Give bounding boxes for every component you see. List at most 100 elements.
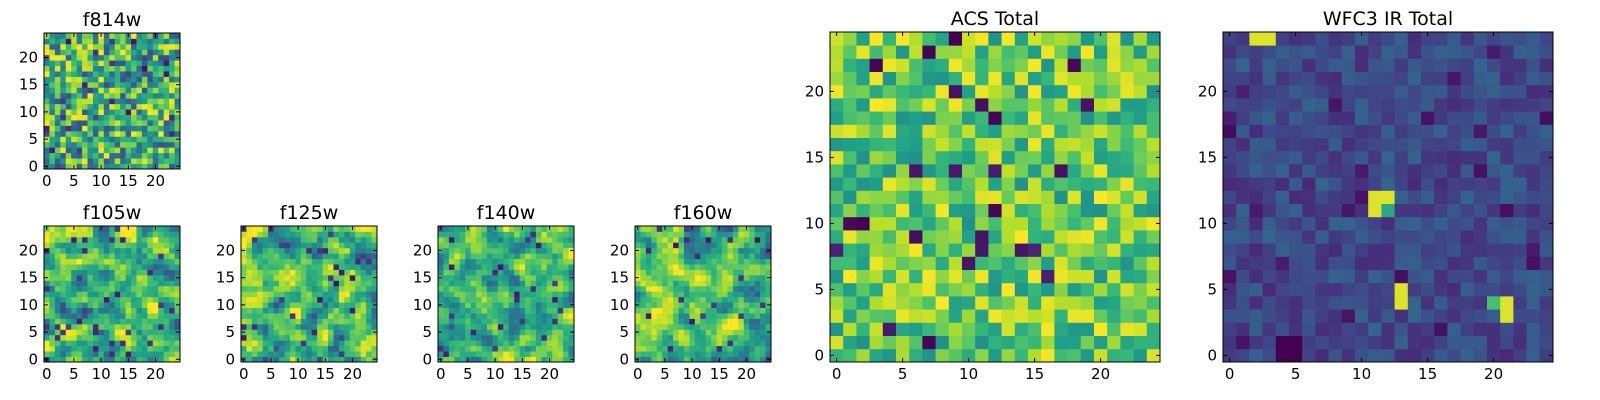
heatmap-cell <box>1094 230 1108 244</box>
heatmap-cell <box>65 318 72 325</box>
heatmap-cell <box>765 269 772 276</box>
heatmap-cell <box>120 152 126 159</box>
heatmap-cell <box>743 280 750 287</box>
heatmap-cell <box>279 356 285 363</box>
heatmap-cell <box>174 313 181 319</box>
heatmap-cell <box>640 334 647 341</box>
heatmap-cell <box>131 92 137 99</box>
heatmap-cell <box>503 226 510 232</box>
heatmap-cell <box>856 269 870 284</box>
heatmap-cell <box>640 231 647 238</box>
heatmap-cell <box>1094 348 1108 363</box>
heatmap-cell <box>486 323 493 330</box>
heatmap-cell <box>869 282 884 297</box>
heatmap-cell <box>557 296 564 303</box>
heatmap-cell <box>344 242 351 249</box>
heatmap-cell <box>300 329 307 336</box>
heatmap-cell <box>87 307 94 314</box>
heatmap-cell <box>765 345 772 352</box>
heatmap-cell <box>1368 348 1382 363</box>
heatmap-cell <box>497 351 504 357</box>
heatmap-cell <box>317 296 323 303</box>
heatmap-cell <box>65 152 72 159</box>
heatmap-cell <box>131 269 137 276</box>
heatmap-cell <box>640 236 647 243</box>
heatmap-cell <box>1028 58 1042 72</box>
heatmap-cell <box>962 269 976 284</box>
heatmap-cell <box>1014 164 1029 178</box>
heatmap-cell <box>492 247 499 254</box>
heatmap-cell <box>1341 177 1356 191</box>
heatmap-cell <box>465 340 472 347</box>
heatmap-cell <box>700 264 707 270</box>
heatmap-cell <box>1275 150 1290 165</box>
heatmap-cell <box>360 285 367 292</box>
heatmap-cell <box>1262 150 1277 165</box>
heatmap-cell <box>1447 124 1461 138</box>
heatmap-cell <box>732 323 739 330</box>
heatmap-cell <box>1275 243 1290 257</box>
heatmap-cell <box>727 329 734 336</box>
heatmap-cell <box>92 38 99 45</box>
heatmap-cell <box>749 318 756 325</box>
heatmap-cell <box>1381 348 1395 363</box>
heatmap-cell <box>92 318 99 325</box>
heatmap-cell <box>689 318 696 325</box>
heatmap-cell <box>284 285 291 292</box>
heatmap-cell <box>98 136 105 143</box>
heatmap-cell <box>1341 203 1356 218</box>
heatmap-cell <box>49 296 56 303</box>
heatmap-cell <box>1526 269 1541 284</box>
heatmap-cell <box>1120 71 1134 86</box>
heatmap-cell <box>306 318 313 325</box>
heatmap-cell <box>131 280 137 287</box>
heatmap-cell <box>131 38 137 45</box>
heatmap-cell <box>448 307 455 314</box>
heatmap-cell <box>481 307 488 314</box>
heatmap-cell <box>289 302 296 308</box>
heatmap-cell <box>371 253 378 260</box>
heatmap-cell <box>1028 190 1042 204</box>
heatmap-cell <box>1539 45 1554 59</box>
heatmap-cell <box>727 247 734 254</box>
heatmap-cell <box>114 285 121 292</box>
heatmap-cell <box>54 92 61 99</box>
heatmap-cell <box>1460 71 1475 86</box>
heatmap-cell <box>295 340 302 347</box>
heatmap-cell <box>44 120 50 126</box>
panel-title: f160w <box>674 202 733 224</box>
heatmap-cell <box>1355 203 1369 218</box>
heatmap-cell <box>470 274 477 281</box>
heatmap-cell <box>257 258 264 265</box>
heatmap-cell <box>163 285 170 292</box>
heatmap-cell <box>896 137 910 152</box>
heatmap-cell <box>114 231 121 238</box>
heatmap-cell <box>71 296 78 303</box>
heatmap-cell <box>1014 203 1029 218</box>
heatmap-cell <box>563 307 569 314</box>
heatmap-cell <box>273 226 280 232</box>
heatmap-cell <box>82 98 88 105</box>
heatmap-cell <box>328 318 334 325</box>
heatmap-cell <box>109 54 116 61</box>
heatmap-cell <box>65 109 72 115</box>
heatmap-cell <box>1473 124 1488 138</box>
heatmap-cell <box>366 242 372 249</box>
heatmap-cell <box>125 280 132 287</box>
heatmap-cell <box>694 247 701 254</box>
heatmap-cell <box>1526 296 1541 310</box>
heatmap-cell <box>552 307 559 314</box>
heatmap-cell <box>705 329 712 336</box>
heatmap-cell <box>722 296 728 303</box>
heatmap-cell <box>470 280 477 287</box>
heatmap-cell <box>1054 177 1068 191</box>
heatmap-cell <box>1434 124 1448 138</box>
heatmap-cell <box>103 125 110 132</box>
heatmap-cell <box>103 226 110 232</box>
heatmap-cell <box>667 236 674 243</box>
heatmap-cell <box>935 203 950 218</box>
heatmap-cell <box>448 253 455 260</box>
heatmap-cell <box>552 247 559 254</box>
heatmap-cell <box>476 258 482 265</box>
heatmap-cell <box>563 253 569 260</box>
